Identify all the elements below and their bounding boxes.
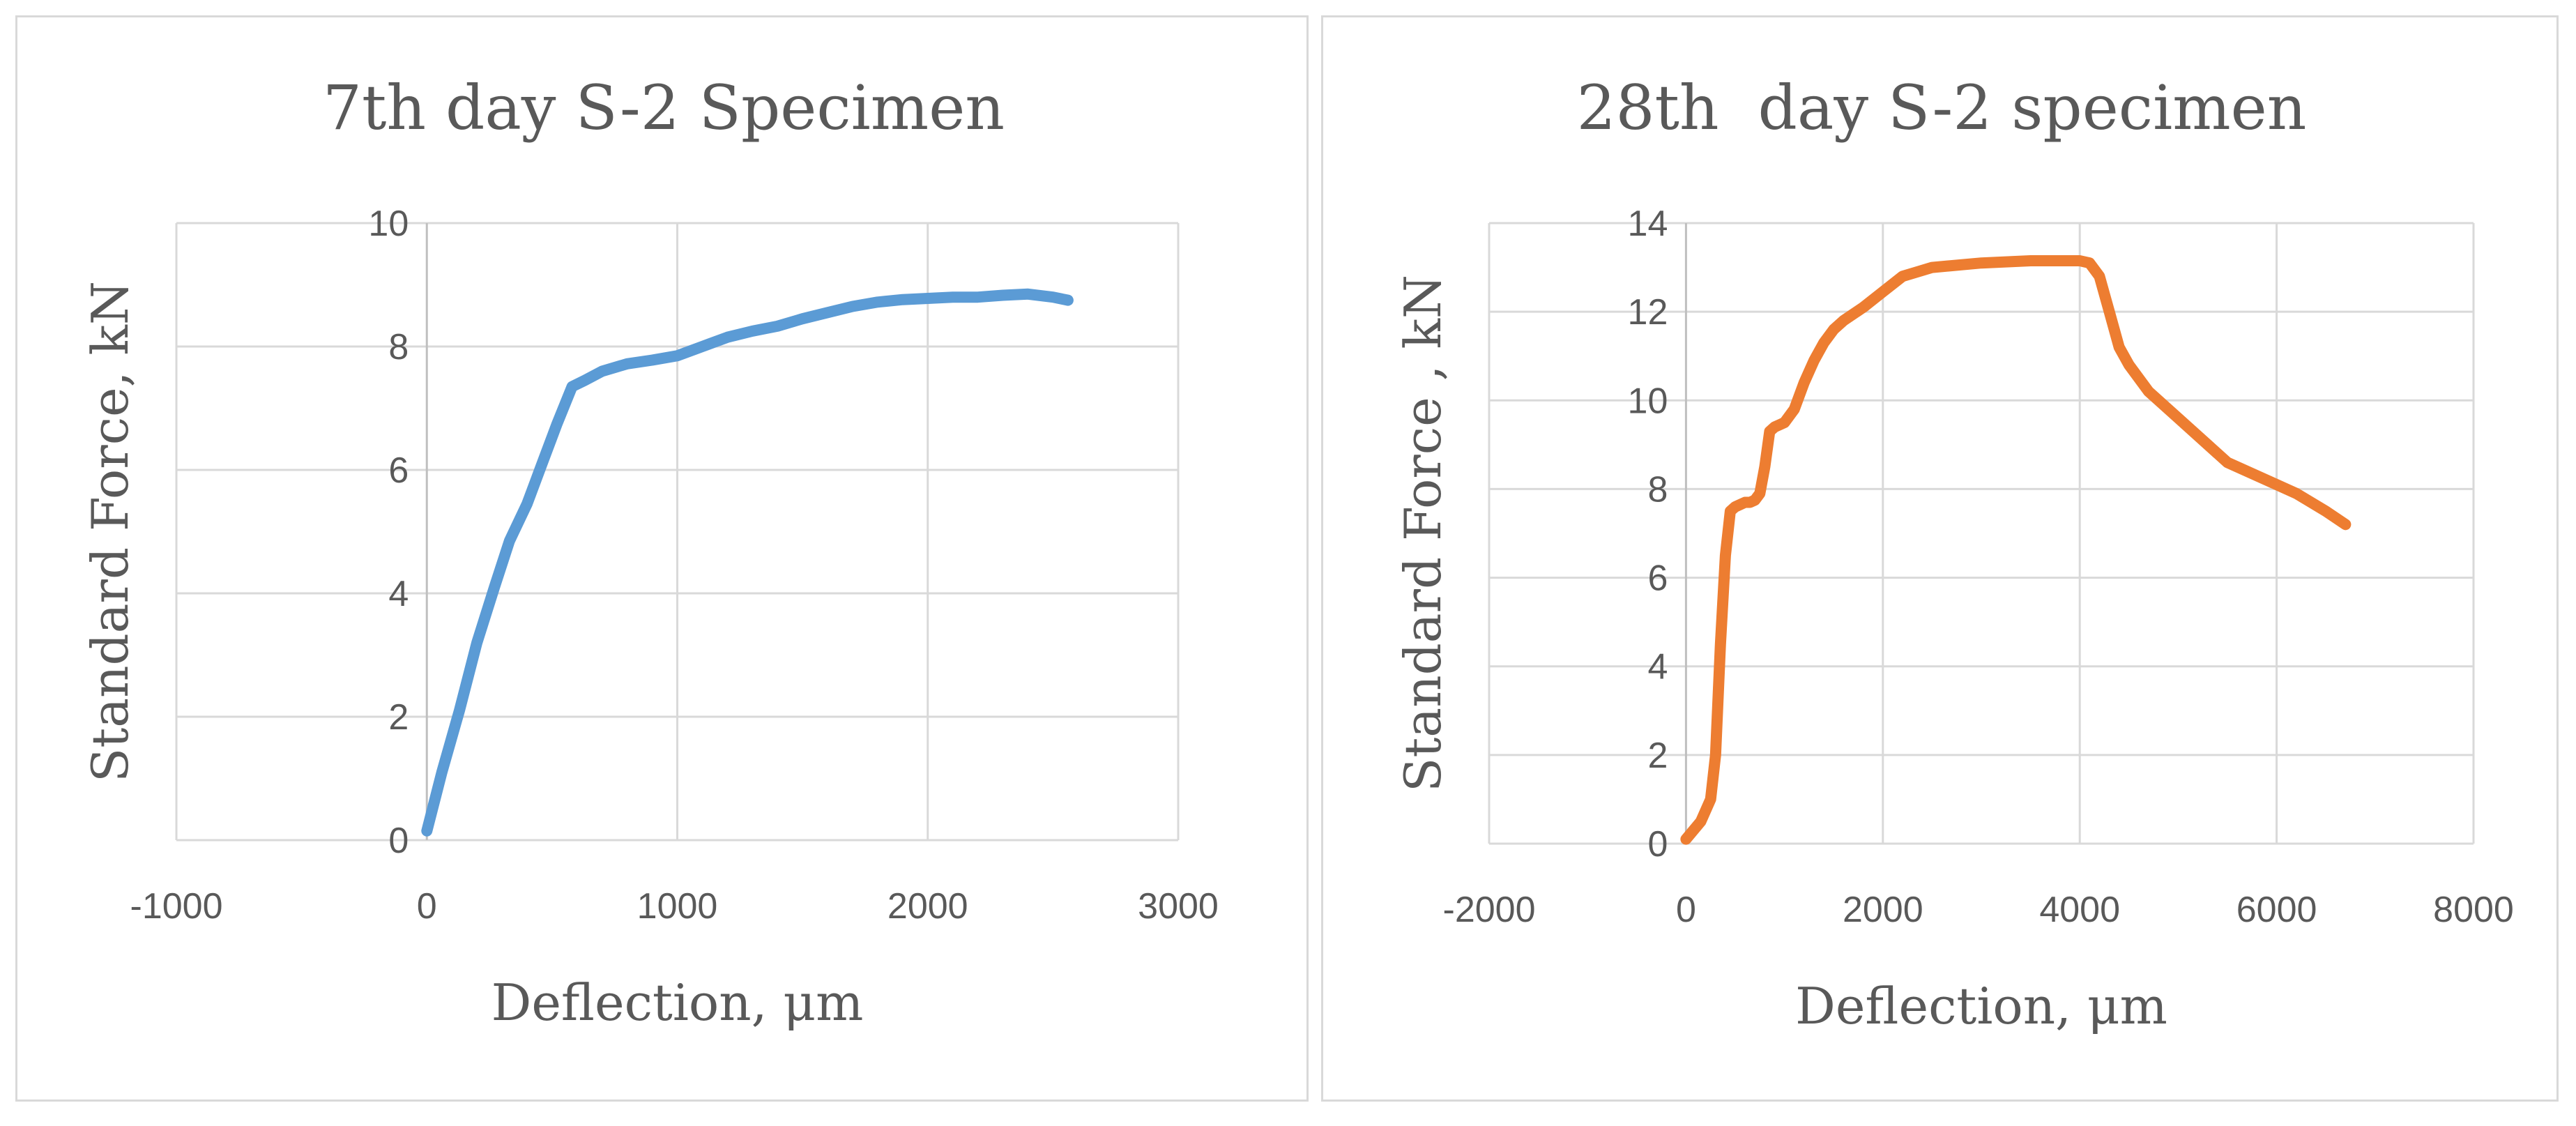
y-tick-label: 6 xyxy=(1647,558,1668,599)
gridlines xyxy=(1488,222,2475,845)
x-tick-label: 4000 xyxy=(2039,890,2120,930)
y-tick-labels: 0 2 4 6 8 10 xyxy=(368,204,409,861)
x-tick-label: 6000 xyxy=(2236,890,2317,930)
x-tick-label: 1000 xyxy=(637,886,718,927)
y-tick-label: 8 xyxy=(1647,469,1668,510)
y-tick-label: 14 xyxy=(1628,204,1668,244)
chart-title: 7th day S-2 Specimen xyxy=(323,72,1005,144)
y-tick-label: 6 xyxy=(388,450,409,491)
y-tick-label: 4 xyxy=(1647,647,1668,687)
y-tick-label: 2 xyxy=(1647,736,1668,776)
y-tick-label: 0 xyxy=(388,821,409,861)
y-tick-label: 0 xyxy=(1647,824,1668,865)
chart-28th-day: 28th day S-2 specimen 0 2 4 6 8 10 12 14 -2000 0… xyxy=(1394,72,2514,1035)
x-axis-title: Deflection, μm xyxy=(491,973,864,1032)
x-tick-label: 3000 xyxy=(1138,886,1219,927)
series-line-28th-day xyxy=(1680,255,2352,845)
y-axis-title: Standard Force , kN xyxy=(1394,275,1452,792)
x-tick-label: 2000 xyxy=(887,886,968,927)
x-tick-label: 8000 xyxy=(2433,890,2514,930)
chart-panel-28th-day: 28th day S-2 specimen 0 2 4 6 8 10 12 14 -2000 0… xyxy=(1321,15,2559,1102)
gridlines xyxy=(175,222,1180,842)
series-line-7th-day xyxy=(421,288,1074,837)
x-tick-labels: -1000 0 1000 2000 3000 xyxy=(130,886,1219,927)
y-tick-label: 8 xyxy=(388,327,409,367)
chart-panel-7th-day: 7th day S-2 Specimen 0 2 4 6 8 10 -1000 0 1000 2… xyxy=(15,15,1309,1102)
chart-title: 28th day S-2 specimen xyxy=(1577,72,2307,144)
y-tick-label: 10 xyxy=(1628,381,1668,421)
y-tick-label: 10 xyxy=(368,204,409,244)
x-tick-label: 0 xyxy=(417,886,437,927)
chart-7th-day: 7th day S-2 Specimen 0 2 4 6 8 10 -1000 0 1000 2… xyxy=(81,72,1219,1032)
y-tick-label: 2 xyxy=(388,697,409,738)
y-axis-title: Standard Force, kN xyxy=(81,281,139,782)
y-tick-label: 4 xyxy=(388,574,409,614)
x-tick-label: 2000 xyxy=(1843,890,1923,930)
x-tick-labels: -2000 0 2000 4000 6000 8000 xyxy=(1443,890,2514,930)
x-tick-label: -2000 xyxy=(1443,890,1536,930)
x-axis-title: Deflection, μm xyxy=(1795,977,2167,1035)
y-tick-labels: 0 2 4 6 8 10 12 14 xyxy=(1628,204,1668,865)
x-tick-label: -1000 xyxy=(130,886,223,927)
x-tick-label: 0 xyxy=(1676,890,1696,930)
y-tick-label: 12 xyxy=(1628,292,1668,333)
